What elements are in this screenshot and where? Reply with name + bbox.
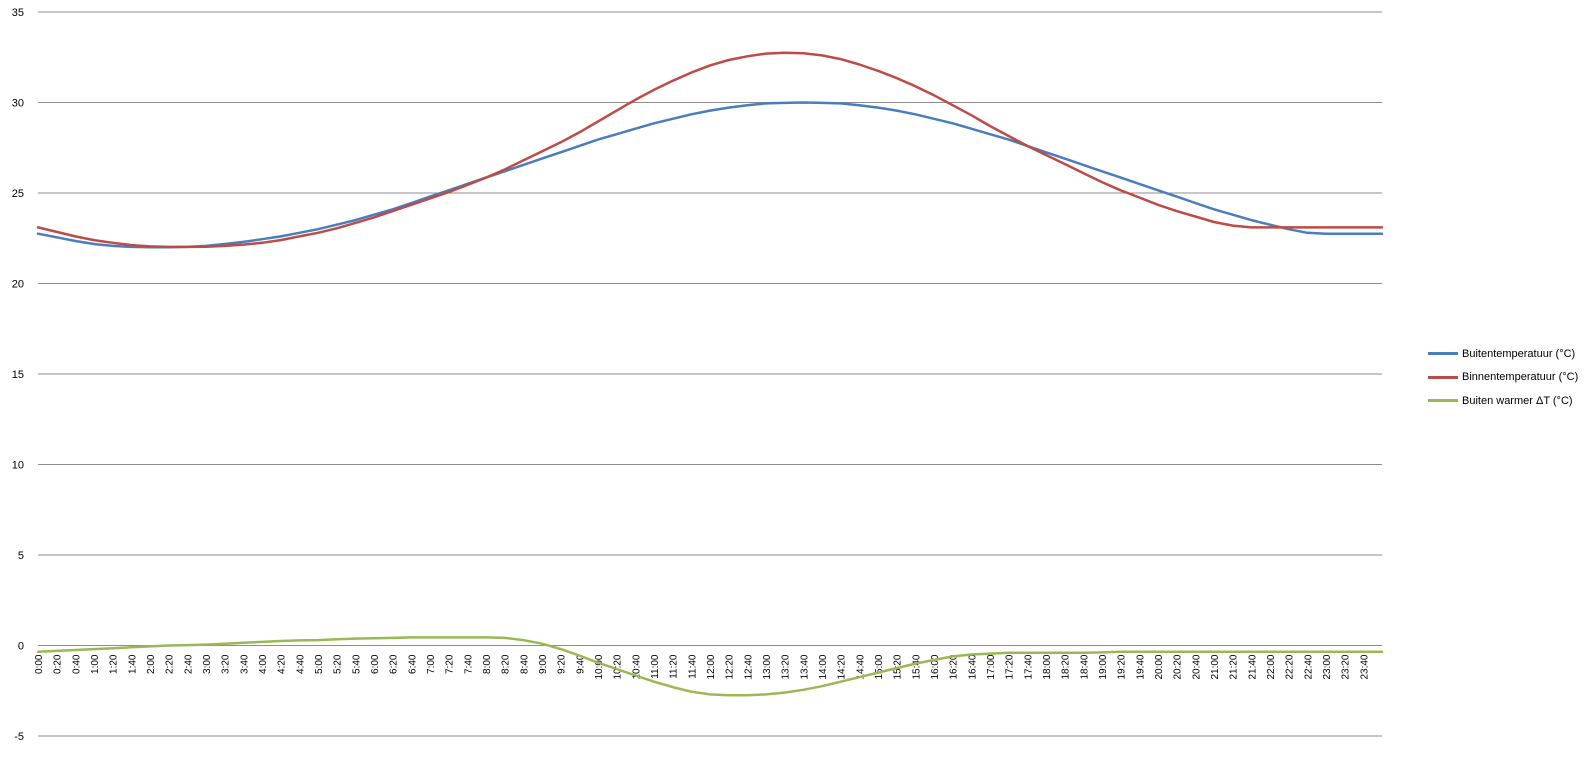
y-tick-label: -5 bbox=[14, 731, 24, 743]
legend-swatch-buitentemperatuur bbox=[1428, 352, 1458, 356]
x-tick-label: 15:00 bbox=[874, 654, 885, 679]
x-tick-label: 14:20 bbox=[837, 654, 848, 679]
legend-label-buitentemperatuur: Buitentemperatuur (°C) bbox=[1462, 347, 1576, 360]
x-tick-label: 8:40 bbox=[519, 654, 530, 674]
x-tick-label: 21:00 bbox=[1210, 654, 1221, 679]
x-tick-label: 3:00 bbox=[202, 654, 213, 674]
x-tick-label: 22:20 bbox=[1285, 654, 1296, 679]
x-tick-label: 8:20 bbox=[501, 654, 512, 674]
legend-swatch-binnentemperatuur bbox=[1428, 375, 1458, 379]
x-tick-label: 6:20 bbox=[389, 654, 400, 674]
x-tick-label: 22:00 bbox=[1266, 654, 1277, 679]
x-tick-label: 12:40 bbox=[743, 654, 754, 679]
x-tick-label: 10:00 bbox=[594, 654, 605, 679]
x-tick-label: 17:40 bbox=[1023, 654, 1034, 679]
x-tick-label: 15:40 bbox=[911, 654, 922, 679]
y-tick-label: 0 bbox=[18, 641, 24, 653]
x-tick-label: 7:20 bbox=[445, 654, 456, 674]
x-tick-label: 21:20 bbox=[1229, 654, 1240, 679]
x-tick-label: 10:40 bbox=[631, 654, 642, 679]
legend-swatch-buiten-warmer-delta bbox=[1428, 399, 1458, 403]
x-tick-label: 4:40 bbox=[295, 654, 306, 674]
x-tick-label: 9:40 bbox=[575, 654, 586, 674]
x-tick-label: 5:00 bbox=[314, 654, 325, 674]
x-tick-label: 2:00 bbox=[146, 654, 157, 674]
x-tick-label: 6:40 bbox=[407, 654, 418, 674]
x-tick-label: 19:40 bbox=[1135, 654, 1146, 679]
x-tick-label: 20:40 bbox=[1191, 654, 1202, 679]
x-tick-label: 7:40 bbox=[463, 654, 474, 674]
y-tick-label: 30 bbox=[12, 98, 24, 110]
x-tick-label: 11:00 bbox=[650, 654, 661, 679]
x-tick-label: 22:40 bbox=[1303, 654, 1314, 679]
x-tick-label: 5:20 bbox=[333, 654, 344, 674]
x-tick-label: 3:40 bbox=[239, 654, 250, 674]
x-tick-label: 10:20 bbox=[613, 654, 624, 679]
gridlines bbox=[38, 11, 1382, 737]
x-tick-label: 12:00 bbox=[706, 654, 717, 679]
x-tick-label: 17:20 bbox=[1005, 654, 1016, 679]
x-tick-label: 14:40 bbox=[855, 654, 866, 679]
x-tick-label: 11:40 bbox=[687, 654, 698, 679]
x-tick-label: 18:00 bbox=[1042, 654, 1053, 679]
x-tick-label: 0:20 bbox=[53, 654, 64, 674]
series-line-0 bbox=[36, 101, 1384, 249]
series-line-2 bbox=[36, 636, 1384, 697]
x-tick-label: 16:00 bbox=[930, 654, 941, 679]
x-tick-label: 18:20 bbox=[1061, 654, 1072, 679]
series-lines bbox=[36, 51, 1384, 697]
x-tick-label: 13:40 bbox=[799, 654, 810, 679]
legend: Buitentemperatuur (°C) Binnentemperatuur… bbox=[1428, 342, 1578, 413]
x-tick-label: 20:20 bbox=[1173, 654, 1184, 679]
x-tick-label: 1:40 bbox=[127, 654, 138, 674]
x-tick-label: 23:00 bbox=[1322, 654, 1333, 679]
x-tick-label: 23:20 bbox=[1341, 654, 1352, 679]
x-tick-label: 0:40 bbox=[71, 654, 82, 674]
x-tick-label: 0:00 bbox=[34, 654, 45, 674]
x-tick-label: 6:00 bbox=[370, 654, 381, 674]
legend-label-binnentemperatuur: Binnentemperatuur (°C) bbox=[1462, 371, 1579, 384]
x-tick-label: 17:00 bbox=[986, 654, 997, 679]
x-tick-label: 23:40 bbox=[1359, 654, 1370, 679]
y-tick-label: 5 bbox=[18, 550, 24, 562]
x-tick-label: 5:40 bbox=[351, 654, 362, 674]
x-tick-label: 8:00 bbox=[482, 654, 493, 674]
x-axis-ticks: 0:00 0:20 0:40 1:00 1:20 1:40 2:00 2:20 2:40 3:00… bbox=[34, 654, 1370, 679]
x-tick-label: 1:20 bbox=[109, 654, 120, 674]
legend-item-buitentemperatuur: Buitentemperatuur (°C) bbox=[1428, 342, 1578, 366]
x-tick-label: 12:20 bbox=[725, 654, 736, 679]
legend-item-binnentemperatuur: Binnentemperatuur (°C) bbox=[1428, 366, 1578, 390]
x-tick-label: 13:00 bbox=[762, 654, 773, 679]
x-tick-label: 9:00 bbox=[538, 654, 549, 674]
x-tick-label: 21:40 bbox=[1247, 654, 1258, 679]
x-tick-label: 11:20 bbox=[669, 654, 680, 679]
x-tick-label: 13:20 bbox=[781, 654, 792, 679]
legend-label-buiten-warmer-delta: Buiten warmer ΔT (°C) bbox=[1462, 394, 1573, 407]
x-tick-label: 4:00 bbox=[258, 654, 269, 674]
y-tick-label: 20 bbox=[12, 279, 24, 291]
x-tick-label: 4:20 bbox=[277, 654, 288, 674]
legend-item-buiten-warmer-delta: Buiten warmer ΔT (°C) bbox=[1428, 389, 1578, 413]
series-line-1 bbox=[36, 51, 1384, 249]
y-tick-label: 25 bbox=[12, 188, 24, 200]
x-tick-label: 1:00 bbox=[90, 654, 101, 674]
x-tick-label: 16:20 bbox=[949, 654, 960, 679]
y-axis-ticks: 35 30 25 20 15 10 5 0 -5 bbox=[12, 7, 24, 743]
x-tick-label: 3:20 bbox=[221, 654, 232, 674]
x-tick-label: 20:00 bbox=[1154, 654, 1165, 679]
x-tick-label: 18:40 bbox=[1079, 654, 1090, 679]
x-tick-label: 19:20 bbox=[1117, 654, 1128, 679]
x-tick-label: 2:20 bbox=[165, 654, 176, 674]
x-tick-label: 7:00 bbox=[426, 654, 437, 674]
x-tick-label: 14:00 bbox=[818, 654, 829, 679]
y-tick-label: 15 bbox=[12, 369, 24, 381]
x-tick-label: 2:40 bbox=[183, 654, 194, 674]
x-tick-label: 9:20 bbox=[557, 654, 568, 674]
x-tick-label: 16:40 bbox=[967, 654, 978, 679]
y-tick-label: 10 bbox=[12, 460, 24, 472]
x-tick-label: 19:00 bbox=[1098, 654, 1109, 679]
y-tick-label: 35 bbox=[12, 7, 24, 19]
